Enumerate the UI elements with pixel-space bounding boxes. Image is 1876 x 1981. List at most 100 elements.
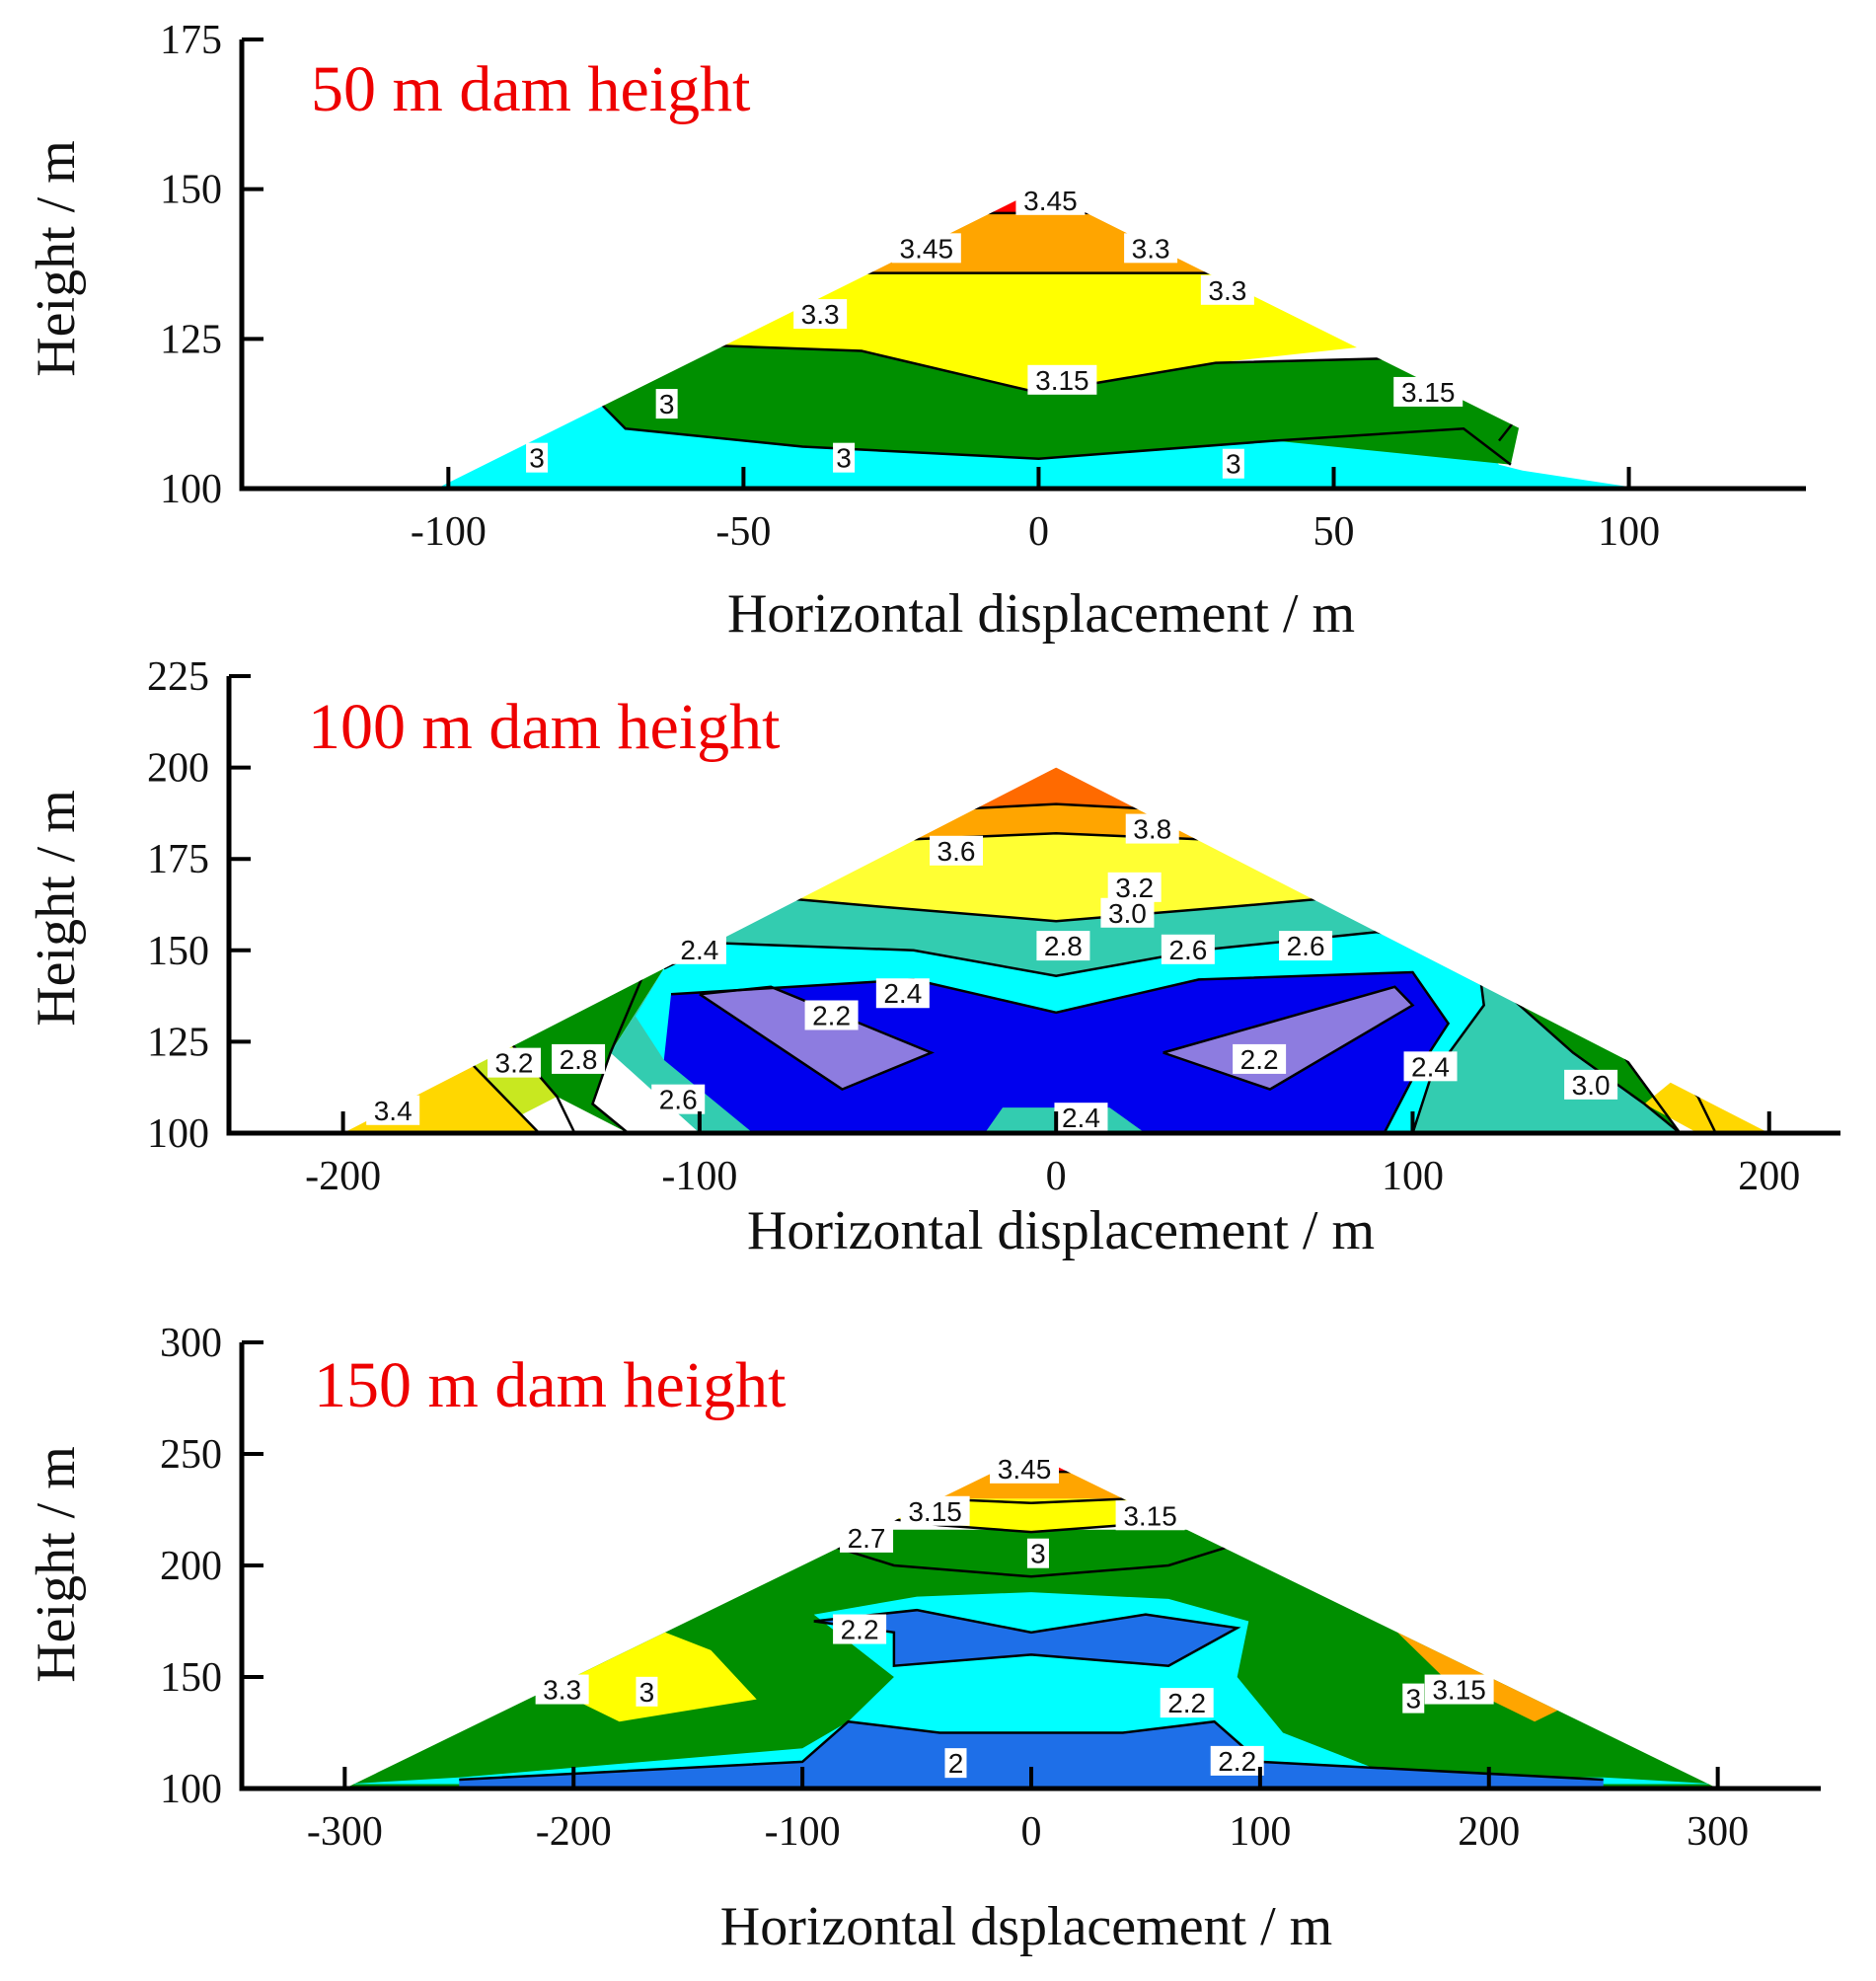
svg-text:2.8: 2.8 bbox=[1044, 931, 1083, 961]
svg-text:3.2: 3.2 bbox=[1115, 873, 1154, 903]
svg-text:3.15: 3.15 bbox=[1123, 1500, 1177, 1531]
svg-text:2.2: 2.2 bbox=[1167, 1688, 1206, 1718]
panel-100m: 3.83.63.23.02.8 2.6 2.62.42.42.22.2 2.43.2 2… bbox=[26, 654, 1840, 1261]
contour-value-label: 3.3 bbox=[1124, 233, 1178, 264]
contour-value-label: 2.4 bbox=[672, 934, 726, 965]
contour-value-label: 3.15 bbox=[1424, 1674, 1494, 1706]
y-tick-label: 100 bbox=[160, 467, 222, 512]
y-tick-label: 200 bbox=[147, 746, 209, 792]
contour-value-label: 3 bbox=[1402, 1683, 1425, 1714]
contour-value-label: 3.3 bbox=[535, 1674, 589, 1706]
svg-text:3: 3 bbox=[529, 443, 545, 474]
contour-value-label: 2.8 bbox=[1036, 931, 1090, 961]
svg-text:3.2: 3.2 bbox=[495, 1048, 534, 1079]
panel-50m-xlabel: Horizontal displacement / m bbox=[727, 583, 1355, 645]
svg-text:2.2: 2.2 bbox=[1240, 1044, 1279, 1075]
contour-value-label: 3 bbox=[636, 1676, 658, 1708]
svg-text:3: 3 bbox=[836, 443, 852, 474]
contour-value-label: 2.2 bbox=[1160, 1688, 1214, 1718]
svg-text:3.6: 3.6 bbox=[938, 836, 976, 867]
contour-value-label: 2.6 bbox=[651, 1084, 706, 1115]
x-tick-label: -100 bbox=[411, 509, 487, 555]
panel-50m-title: 50 m dam height bbox=[311, 53, 750, 125]
contour-value-label: 2.2 bbox=[804, 1000, 859, 1030]
y-tick-label: 300 bbox=[160, 1321, 222, 1366]
panel-50m-contour-labels: 3.45 3.45 3.3 3.3 3.3 3.15 3.15 3 3 3 3 bbox=[526, 185, 1463, 480]
contour-band bbox=[503, 943, 664, 1133]
svg-text:3.45: 3.45 bbox=[900, 233, 954, 264]
panel-150m-axes: -300 -200 -100 0 100 200 300 100 150 200 250 300 bbox=[160, 1321, 1821, 1855]
svg-text:3: 3 bbox=[1030, 1539, 1046, 1569]
contour-value-label: 3 bbox=[1026, 1538, 1049, 1569]
panel-100m-ylabel: Height / m bbox=[26, 790, 87, 1027]
svg-text:2.7: 2.7 bbox=[848, 1523, 886, 1554]
x-tick-label: 100 bbox=[1598, 509, 1660, 555]
contour-value-label: 3 bbox=[526, 442, 549, 474]
contour-value-label: 3.45 bbox=[990, 1453, 1060, 1485]
contour-value-label: 2.2 bbox=[833, 1614, 887, 1645]
contour-value-label: 3.0 bbox=[1100, 897, 1155, 929]
svg-text:2.4: 2.4 bbox=[1062, 1103, 1100, 1133]
svg-text:2.4: 2.4 bbox=[680, 935, 718, 965]
panel-150m-contour-labels: 3.45 3.15 3.15 2.7 3 2.2 3.3 3 2.2 3 3.15 2 2.2 bbox=[535, 1453, 1494, 1779]
x-tick-label: 100 bbox=[1229, 1809, 1291, 1855]
svg-text:2.4: 2.4 bbox=[883, 978, 922, 1009]
contour-value-label: 3.15 bbox=[900, 1495, 970, 1527]
contour-value-label: 3 bbox=[833, 442, 856, 474]
svg-text:2: 2 bbox=[948, 1748, 964, 1779]
x-tick-label: 300 bbox=[1687, 1809, 1749, 1855]
y-tick-label: 175 bbox=[160, 18, 222, 63]
y-tick-label: 125 bbox=[160, 317, 222, 362]
x-tick-label: 0 bbox=[1046, 1154, 1067, 1199]
svg-text:3: 3 bbox=[1226, 449, 1241, 480]
svg-text:3.15: 3.15 bbox=[1035, 365, 1089, 396]
panel-50m-ylabel: Height / m bbox=[26, 140, 87, 377]
svg-text:3.8: 3.8 bbox=[1133, 814, 1171, 845]
contour-value-label: 3 bbox=[1222, 448, 1244, 480]
contour-value-label: 2.2 bbox=[1233, 1043, 1287, 1075]
panel-50m-bands bbox=[436, 189, 1641, 489]
contour-value-label: 2 bbox=[944, 1748, 967, 1779]
contour-line bbox=[591, 942, 658, 1133]
contour-line bbox=[595, 398, 1512, 466]
y-tick-label: 175 bbox=[147, 837, 209, 882]
y-tick-label: 100 bbox=[160, 1767, 222, 1812]
y-tick-label: 100 bbox=[147, 1111, 209, 1157]
panel-100m-contours bbox=[467, 802, 1717, 1133]
contour-value-label: 3.3 bbox=[1200, 274, 1254, 306]
y-tick-label: 225 bbox=[147, 654, 209, 700]
contour-value-label: 3.2 bbox=[488, 1047, 542, 1079]
svg-text:3.4: 3.4 bbox=[374, 1096, 413, 1126]
svg-text:3.45: 3.45 bbox=[1023, 186, 1078, 216]
panel-150m-ylabel: Height / m bbox=[26, 1446, 87, 1683]
svg-text:2.2: 2.2 bbox=[812, 1000, 851, 1030]
contour-line bbox=[699, 985, 935, 1092]
contour-value-label: 3.6 bbox=[930, 835, 984, 867]
contour-value-label: 3.45 bbox=[1015, 185, 1086, 216]
x-tick-label: -300 bbox=[307, 1809, 383, 1855]
contour-value-label: 2.4 bbox=[1403, 1051, 1458, 1082]
x-tick-label: 50 bbox=[1313, 509, 1355, 555]
contour-value-label: 3.0 bbox=[1564, 1069, 1618, 1101]
contour-value-label: 3.8 bbox=[1125, 813, 1179, 845]
panel-150m: 3.45 3.15 3.15 2.7 3 2.2 3.3 3 2.2 3 3.15 2 2.2 -300… bbox=[26, 1321, 1821, 1957]
contour-band bbox=[663, 972, 1449, 1133]
contour-line bbox=[1163, 985, 1415, 1091]
svg-text:3: 3 bbox=[639, 1677, 655, 1708]
contour-value-label: 3.15 bbox=[1027, 364, 1097, 396]
svg-text:2.2: 2.2 bbox=[1218, 1746, 1256, 1777]
svg-text:3: 3 bbox=[659, 389, 675, 419]
svg-text:3.3: 3.3 bbox=[543, 1675, 581, 1706]
x-tick-label: -50 bbox=[715, 509, 771, 555]
svg-text:3.15: 3.15 bbox=[1432, 1675, 1486, 1706]
x-tick-label: 0 bbox=[1021, 1809, 1042, 1855]
y-tick-label: 250 bbox=[160, 1432, 222, 1478]
panel-100m-axes: -200 -100 0 100 200 100 125 150 175 200 225 bbox=[147, 654, 1840, 1199]
contour-line bbox=[813, 1608, 1241, 1668]
contour-value-label: 3.45 bbox=[891, 233, 961, 264]
panel-150m-title: 150 m dam height bbox=[314, 1349, 786, 1421]
contour-value-label: 3.2 bbox=[1107, 872, 1162, 903]
contour-value-label: 2.7 bbox=[840, 1522, 894, 1554]
contour-value-label: 3.15 bbox=[1115, 1500, 1185, 1531]
y-tick-label: 150 bbox=[160, 168, 222, 213]
